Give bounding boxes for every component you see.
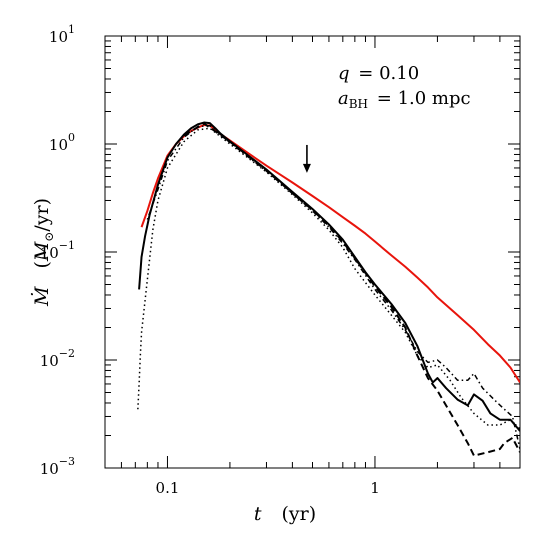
series-layer bbox=[137, 121, 520, 457]
y-axis-unit-close: /yr) bbox=[31, 198, 53, 232]
y-axis-label: Ṁ (M⊙/yr) bbox=[30, 198, 56, 307]
y-tick-label: 100 bbox=[49, 131, 75, 154]
annotation-abh-lhs: a bbox=[338, 88, 349, 109]
series-line-5 bbox=[146, 124, 520, 450]
annotation-q-lhs: q bbox=[338, 63, 350, 84]
series-line-1 bbox=[140, 123, 520, 383]
series-line-4 bbox=[137, 127, 520, 430]
annotation-abh-rhs: = 1.0 mpc bbox=[377, 88, 471, 109]
y-tick-label-exp: 1 bbox=[68, 23, 75, 36]
annotation-abh: aBH = 1.0 mpc bbox=[338, 88, 471, 113]
x-axis-unit: (yr) bbox=[282, 503, 317, 525]
annotation-q: q = 0.10 bbox=[338, 63, 419, 84]
y-tick-label-exp: 0 bbox=[68, 131, 75, 144]
y-tick-label-exp: −2 bbox=[59, 347, 75, 360]
annotation-q-rhs: = 0.10 bbox=[358, 63, 419, 84]
down-arrow-icon bbox=[302, 144, 311, 173]
y-tick-label-exp: −3 bbox=[59, 455, 75, 468]
x-axis-label: t (yr) bbox=[254, 503, 316, 525]
y-tick-label: 10−3 bbox=[40, 455, 75, 478]
y-axis-unit-sub: ⊙ bbox=[42, 232, 56, 242]
y-axis-symbol: Ṁ bbox=[30, 286, 53, 307]
y-tick-label: 10−2 bbox=[40, 347, 75, 370]
x-tick-label: 1 bbox=[370, 479, 380, 497]
y-tick-label-exp: −1 bbox=[59, 239, 75, 252]
arrow-head bbox=[302, 163, 311, 173]
series-line-2 bbox=[138, 121, 520, 432]
x-tick-label: 0.1 bbox=[156, 479, 180, 497]
annotation-abh-sub: BH bbox=[349, 97, 368, 111]
x-axis-symbol: t bbox=[254, 503, 262, 525]
axis-tick-labels: 0.1 1 10−3 10−2 1 0 −1 100 101 bbox=[40, 23, 380, 497]
y-tick-label: 101 bbox=[49, 23, 75, 46]
axis-ticks bbox=[104, 35, 521, 469]
y-axis-unit-M: M bbox=[31, 241, 53, 262]
y-axis-unit-open: ( bbox=[31, 261, 53, 268]
series-line-3 bbox=[183, 122, 520, 457]
